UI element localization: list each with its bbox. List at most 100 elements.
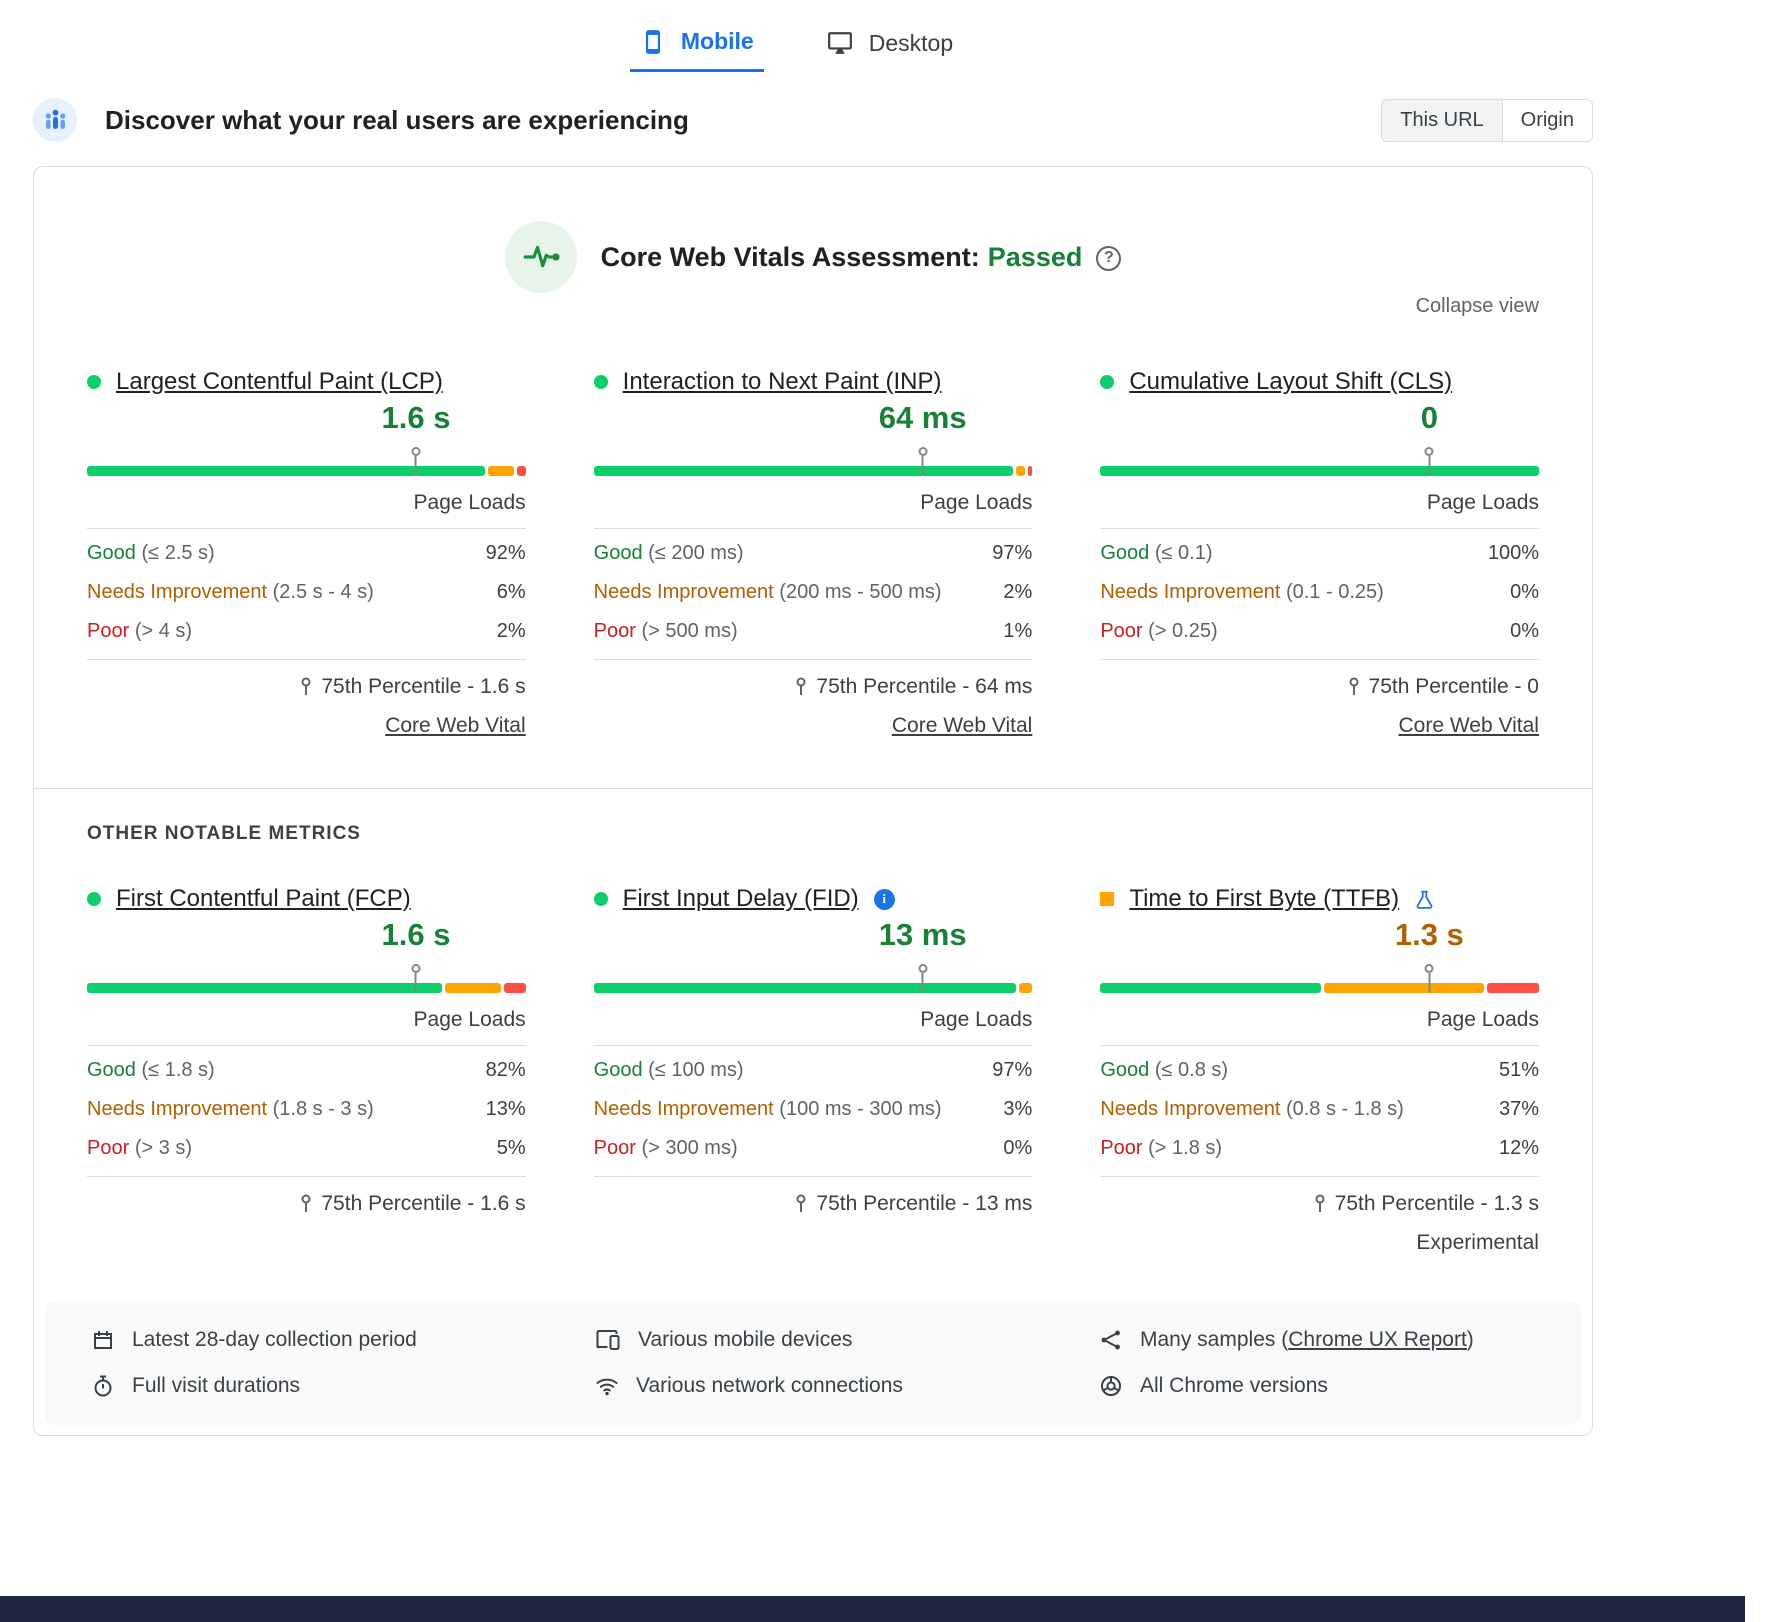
bar-good-segment (593, 983, 1017, 993)
assessment-result: Passed (987, 241, 1083, 272)
page-loads-label: Page Loads (87, 476, 526, 529)
collapse-view-link[interactable]: Collapse view (1415, 295, 1539, 317)
core-web-vital-link[interactable]: Core Web Vital (891, 714, 1033, 737)
pin-icon (1315, 1194, 1325, 1212)
page-loads-label: Page Loads (593, 993, 1033, 1046)
distribution-bar: 13 ms (593, 917, 1033, 993)
percentile-marker (918, 964, 928, 993)
this-url-button[interactable]: This URL (1381, 98, 1503, 142)
origin-button[interactable]: Origin (1502, 98, 1593, 142)
percentile-row: 75th Percentile - 1.6 s (87, 659, 526, 699)
help-icon[interactable] (1096, 245, 1122, 271)
tab-mobile-label: Mobile (680, 28, 754, 54)
percentile-marker (1424, 447, 1434, 476)
metric-title-link[interactable]: First Input Delay (FID) (622, 885, 859, 912)
good-row: Good (≤ 200 ms) 97% (593, 542, 1033, 564)
info-icon[interactable] (873, 888, 895, 910)
distribution-bar: 1.6 s (87, 917, 526, 993)
mobile-devices-item: Various mobile devices (595, 1323, 1031, 1357)
page-loads-label: Page Loads (593, 476, 1033, 529)
core-metrics-grid: Largest Contentful Paint (LCP) 1.6 s Pag… (87, 368, 1539, 738)
bar-poor-segment (1487, 983, 1539, 993)
field-data-card: Core Web Vitals Assessment:Passed Collap… (33, 166, 1593, 1436)
needs-improvement-row: Needs Improvement (1.8 s - 3 s) 13% (87, 1098, 526, 1120)
other-metrics-title: OTHER NOTABLE METRICS (87, 823, 361, 844)
good-row: Good (≤ 100 ms) 97% (593, 1059, 1033, 1081)
needs-improvement-row: Needs Improvement (200 ms - 500 ms) 2% (593, 581, 1033, 603)
timer-icon (94, 1375, 112, 1397)
poor-row: Poor (> 0.25) 0% (1100, 620, 1539, 642)
bar-good-segment (593, 466, 1014, 476)
section-divider (34, 788, 1592, 789)
metric-cls: Cumulative Layout Shift (CLS) 0 Page Loa… (1100, 368, 1539, 738)
poor-row: Poor (> 3 s) 5% (87, 1137, 526, 1159)
chrome-ux-report-link[interactable]: Chrome UX Report (1288, 1328, 1467, 1351)
percentile-marker (411, 447, 421, 476)
distribution-bar: 1.3 s (1100, 917, 1539, 993)
percentile-marker (411, 964, 421, 993)
distribution-bar: 0 (1100, 400, 1539, 476)
good-row: Good (≤ 0.1) 100% (1100, 542, 1539, 564)
bar-poor-segment (1028, 466, 1033, 476)
percentile-text: 75th Percentile - 1.6 s (321, 1192, 526, 1215)
network-connections-item: Various network connections (595, 1369, 1031, 1403)
bar-needs-improvement-segment (444, 983, 502, 993)
scope-toggle: This URL Origin (1381, 98, 1593, 142)
calendar-icon (94, 1331, 112, 1349)
tab-mobile[interactable]: Mobile (629, 20, 764, 72)
metric-title-link[interactable]: First Contentful Paint (FCP) (116, 885, 411, 912)
metric-title-link[interactable]: Cumulative Layout Shift (CLS) (1129, 368, 1453, 395)
metric-title-link[interactable]: Largest Contentful Paint (LCP) (116, 368, 443, 395)
poor-row: Poor (> 4 s) 2% (87, 620, 526, 642)
percentile-text: 75th Percentile - 64 ms (816, 675, 1033, 698)
poor-row: Poor (> 1.8 s) 12% (1100, 1137, 1539, 1159)
pin-icon (796, 1194, 806, 1212)
pin-icon (796, 677, 806, 695)
metric-title-link[interactable]: Interaction to Next Paint (INP) (622, 368, 942, 395)
good-row: Good (≤ 0.8 s) 51% (1100, 1059, 1539, 1081)
good-status-icon (1100, 375, 1115, 389)
percentile-text: 75th Percentile - 13 ms (816, 1192, 1033, 1215)
needs-improvement-status-icon (1100, 892, 1115, 906)
core-web-vital-link[interactable]: Core Web Vital (1398, 714, 1539, 737)
bar-good-segment (1100, 466, 1539, 476)
mobile-icon (640, 29, 666, 55)
experiment-flask-icon[interactable] (1414, 887, 1435, 912)
collection-info-strip: Latest 28-day collection period Full vis… (45, 1301, 1581, 1425)
metric-fid: First Input Delay (FID) 13 ms Page Loads… (593, 885, 1033, 1255)
page-loads-label: Page Loads (1100, 476, 1539, 529)
bar-good-segment (1100, 983, 1321, 993)
percentile-text: 75th Percentile - 0 (1368, 675, 1539, 698)
page-loads-label: Page Loads (87, 993, 526, 1046)
good-row: Good (≤ 2.5 s) 92% (87, 542, 526, 564)
metric-value: 13 ms (878, 917, 967, 952)
assessment-title-text: Core Web Vitals Assessment: (600, 241, 980, 272)
metric-value: 1.6 s (381, 917, 451, 952)
needs-improvement-row: Needs Improvement (0.8 s - 1.8 s) 37% (1100, 1098, 1539, 1120)
needs-improvement-row: Needs Improvement (100 ms - 300 ms) 3% (593, 1098, 1033, 1120)
metric-fcp: First Contentful Paint (FCP) 1.6 s Page … (87, 885, 526, 1255)
page-loads-label: Page Loads (1100, 993, 1539, 1046)
core-web-vital-link[interactable]: Core Web Vital (385, 714, 526, 737)
real-users-icon (33, 98, 77, 142)
good-row: Good (≤ 1.8 s) 82% (87, 1059, 526, 1081)
network-icon (596, 1378, 618, 1396)
needs-improvement-row: Needs Improvement (2.5 s - 4 s) 6% (87, 581, 526, 603)
metric-title-link[interactable]: Time to First Byte (TTFB) (1129, 885, 1400, 912)
metric-value: 1.3 s (1394, 917, 1464, 952)
page-title: Discover what your real users are experi… (105, 104, 689, 135)
poor-row: Poor (> 300 ms) 0% (593, 1137, 1033, 1159)
many-samples-item: Many samples (Chrome UX Report) (1099, 1323, 1535, 1357)
percentile-text: 75th Percentile - 1.3 s (1334, 1192, 1539, 1215)
pin-icon (301, 1194, 311, 1212)
tab-desktop[interactable]: Desktop (816, 20, 963, 72)
bar-needs-improvement-segment (1323, 983, 1485, 993)
bar-needs-improvement-segment (1016, 466, 1025, 476)
metric-lcp: Largest Contentful Paint (LCP) 1.6 s Pag… (87, 368, 526, 738)
samples-prefix: Many samples ( (1140, 1328, 1289, 1351)
device-tabs: Mobile Desktop (0, 0, 1593, 72)
other-metrics-grid: First Contentful Paint (FCP) 1.6 s Page … (87, 885, 1539, 1255)
metric-value: 0 (1420, 400, 1438, 435)
percentile-row: 75th Percentile - 13 ms (593, 1176, 1033, 1216)
cwv-assessment-header: Core Web Vitals Assessment: Passed (87, 221, 1539, 293)
